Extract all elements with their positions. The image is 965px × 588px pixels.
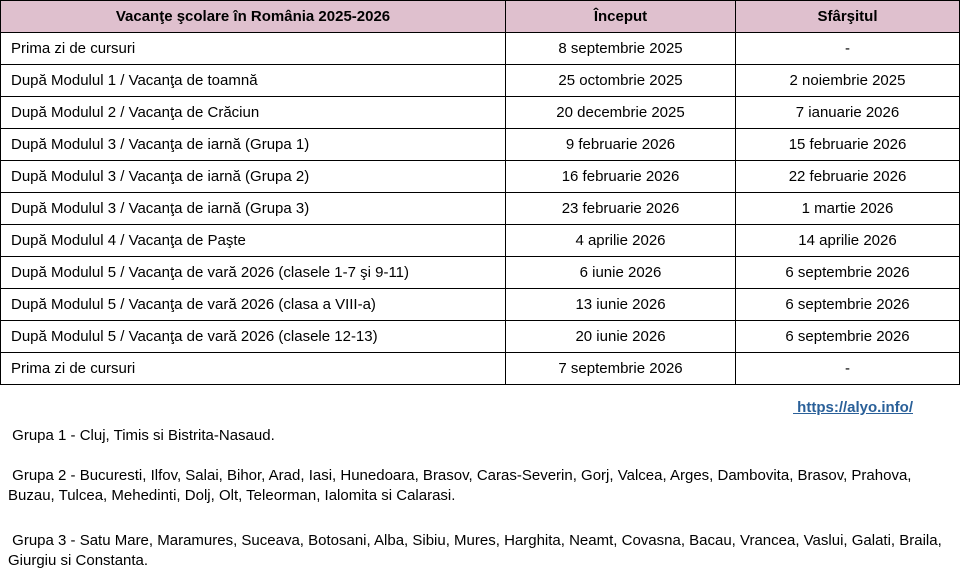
vacation-row: După Modulul 5 / Vacanţa de vară 2026 (c…: [0, 320, 960, 353]
end-date-cell: 1 martie 2026: [735, 192, 960, 225]
vacation-row: După Modulul 3 / Vacanţa de iarnă (Grupa…: [0, 128, 960, 161]
source-link[interactable]: https://alyo.info/: [793, 399, 913, 416]
vacation-name-cell: După Modulul 3 / Vacanţa de iarnă (Grupa…: [0, 192, 506, 225]
vacation-name-cell: După Modulul 4 / Vacanţa de Paşte: [0, 224, 506, 257]
start-date-cell: 25 octombrie 2025: [505, 64, 736, 97]
vacation-row: După Modulul 3 / Vacanţa de iarnă (Grupa…: [0, 160, 960, 193]
table-header-row: Vacanţe şcolare în România 2025-2026 Înc…: [0, 0, 960, 33]
group3-note: Grupa 3 - Satu Mare, Maramures, Suceava,…: [8, 532, 946, 569]
end-date-cell: 6 septembrie 2026: [735, 320, 960, 353]
group1-note: Grupa 1 - Cluj, Timis si Bistrita-Nasaud…: [8, 427, 275, 444]
source-link-line: https://alyo.info/: [0, 398, 965, 418]
end-date-cell: -: [735, 32, 960, 65]
end-date-cell: 14 aprilie 2026: [735, 224, 960, 257]
vacation-name-cell: După Modulul 3 / Vacanţa de iarnă (Grupa…: [0, 128, 506, 161]
vacation-row: Prima zi de cursuri 8 septembrie 2025-: [0, 32, 960, 65]
vacation-row: După Modulul 2 / Vacanţa de Crăciun 20 de…: [0, 96, 960, 129]
vacation-table-body: Prima zi de cursuri 8 septembrie 2025- Dup…: [0, 32, 960, 385]
vacation-name-cell: După Modulul 5 / Vacanţa de vară 2026 (c…: [0, 288, 506, 321]
start-column-header: Început: [505, 0, 736, 33]
end-date-cell: 6 septembrie 2026: [735, 288, 960, 321]
vacation-row: După Modulul 4 / Vacanţa de Paşte 4 april…: [0, 224, 960, 257]
start-date-cell: 20 decembrie 2025: [505, 96, 736, 129]
end-date-cell: 2 noiembrie 2025: [735, 64, 960, 97]
vacation-row: După Modulul 3 / Vacanţa de iarnă (Grupa…: [0, 192, 960, 225]
end-date-cell: 22 februarie 2026: [735, 160, 960, 193]
end-date-cell: 15 februarie 2026: [735, 128, 960, 161]
group-notes: Grupa 1 - Cluj, Timis si Bistrita-Nasaud…: [0, 426, 965, 571]
start-date-cell: 13 iunie 2026: [505, 288, 736, 321]
vacation-name-cell: Prima zi de cursuri: [0, 352, 506, 385]
end-date-cell: 6 septembrie 2026: [735, 256, 960, 289]
start-date-cell: 4 aprilie 2026: [505, 224, 736, 257]
start-date-cell: 9 februarie 2026: [505, 128, 736, 161]
vacation-row: După Modulul 5 / Vacanţa de vară 2026 (c…: [0, 288, 960, 321]
start-date-cell: 16 februarie 2026: [505, 160, 736, 193]
start-date-cell: 8 septembrie 2025: [505, 32, 736, 65]
vacation-name-cell: Prima zi de cursuri: [0, 32, 506, 65]
vacation-name-cell: După Modulul 1 / Vacanţa de toamnă: [0, 64, 506, 97]
start-date-cell: 23 februarie 2026: [505, 192, 736, 225]
group2-note: Grupa 2 - Bucuresti, Ilfov, Salai, Bihor…: [8, 467, 916, 504]
vacation-row: După Modulul 1 / Vacanţa de toamnă 25 oct…: [0, 64, 960, 97]
vacation-name-cell: După Modulul 5 / Vacanţa de vară 2026 (c…: [0, 256, 506, 289]
end-date-cell: 7 ianuarie 2026: [735, 96, 960, 129]
table-title-header: Vacanţe şcolare în România 2025-2026: [0, 0, 506, 33]
vacation-row: Prima zi de cursuri 7 septembrie 2026-: [0, 352, 960, 385]
start-date-cell: 6 iunie 2026: [505, 256, 736, 289]
start-date-cell: 7 septembrie 2026: [505, 352, 736, 385]
start-date-cell: 20 iunie 2026: [505, 320, 736, 353]
end-column-header: Sfârşitul: [735, 0, 960, 33]
end-date-cell: -: [735, 352, 960, 385]
vacation-name-cell: După Modulul 5 / Vacanţa de vară 2026 (c…: [0, 320, 506, 353]
vacation-table: Vacanţe şcolare în România 2025-2026 Înc…: [0, 0, 960, 385]
vacation-name-cell: După Modulul 3 / Vacanţa de iarnă (Grupa…: [0, 160, 506, 193]
vacation-row: După Modulul 5 / Vacanţa de vară 2026 (c…: [0, 256, 960, 289]
vacation-name-cell: După Modulul 2 / Vacanţa de Crăciun: [0, 96, 506, 129]
